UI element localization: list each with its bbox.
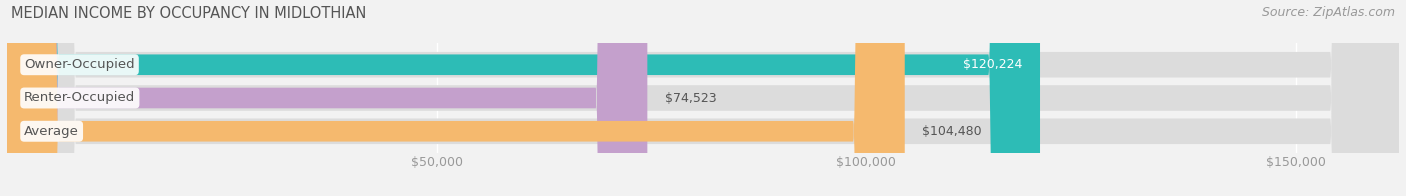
Text: $120,224: $120,224 xyxy=(963,58,1022,71)
Text: Renter-Occupied: Renter-Occupied xyxy=(24,92,135,104)
FancyBboxPatch shape xyxy=(7,0,647,196)
Text: $104,480: $104,480 xyxy=(922,125,981,138)
Text: Source: ZipAtlas.com: Source: ZipAtlas.com xyxy=(1261,6,1395,19)
Text: $74,523: $74,523 xyxy=(665,92,716,104)
Text: Owner-Occupied: Owner-Occupied xyxy=(24,58,135,71)
FancyBboxPatch shape xyxy=(7,0,1399,196)
Text: Average: Average xyxy=(24,125,79,138)
FancyBboxPatch shape xyxy=(7,0,1399,196)
FancyBboxPatch shape xyxy=(7,0,1399,196)
FancyBboxPatch shape xyxy=(7,0,1040,196)
Text: MEDIAN INCOME BY OCCUPANCY IN MIDLOTHIAN: MEDIAN INCOME BY OCCUPANCY IN MIDLOTHIAN xyxy=(11,6,367,21)
FancyBboxPatch shape xyxy=(7,0,904,196)
